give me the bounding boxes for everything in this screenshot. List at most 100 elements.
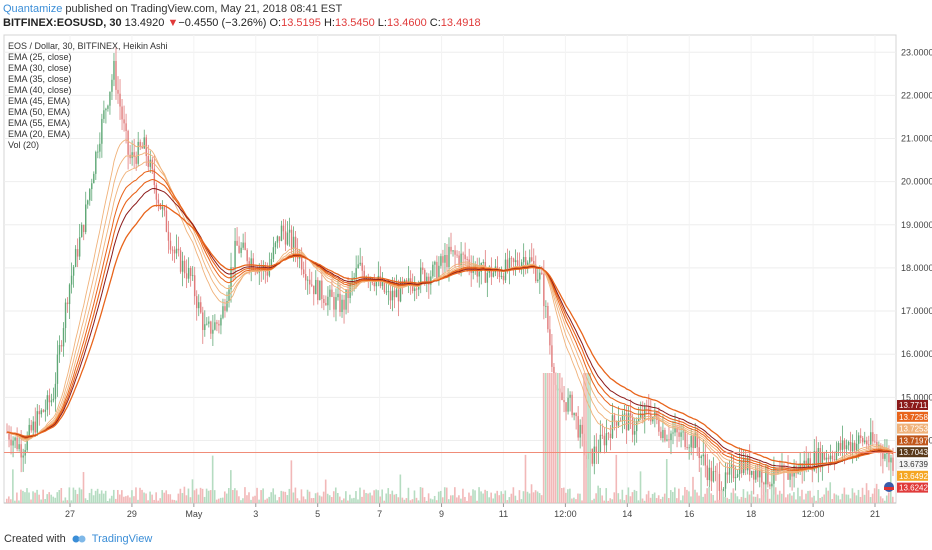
volume-bar [365,493,367,503]
legend-entry[interactable]: EMA (20, EMA) [8,129,70,139]
volume-bar [480,491,482,503]
volume-bar [92,495,95,503]
volume-bar [429,498,432,503]
legend-entry[interactable]: EMA (45, EMA) [8,96,70,106]
candle-body [696,432,698,448]
candle-body [817,447,820,469]
volume-bar [246,495,248,503]
candle-body [872,432,874,442]
candle-body [38,411,41,415]
volume-bar [623,500,626,503]
candle-body [280,225,283,241]
author-link[interactable]: Quantamize [3,3,63,15]
candle-body [163,206,166,211]
volume-bar [34,492,36,503]
x-tick-label: 14 [622,509,632,519]
candle-body [58,345,61,355]
volume-bar [197,494,200,503]
legend-entry[interactable]: EMA (40, close) [8,85,72,95]
legend-entry[interactable]: EMA (25, close) [8,52,72,62]
volume-bar [728,499,731,503]
volume-bar [657,495,660,503]
volume-bar [720,490,723,503]
volume-bar [248,492,250,503]
volume-bar [768,498,771,503]
volume-bar [425,500,428,503]
y-tick-label: 19.0000 [901,220,932,230]
volume-bar [825,487,827,503]
candle-body [189,267,192,276]
volume-bar [20,489,22,503]
volume-bar [579,493,581,503]
candle-body [751,470,753,475]
candle-body [678,432,680,437]
volume-bar [821,496,823,503]
volume-bar [532,492,535,503]
volume-bar [504,490,507,503]
price-label: 13.7043 [899,448,928,457]
candle-body [662,430,664,439]
candle-body [385,291,388,293]
volume-bar [649,497,652,503]
volume-bar [780,493,783,503]
candle-body [345,289,347,310]
volume-bar [490,492,492,503]
candle-body [381,280,384,287]
candle-body [882,453,884,459]
volume-bar [734,493,737,503]
volume-bar [835,494,838,503]
candle-body [537,279,539,282]
volume-bar [803,499,805,503]
volume-bar [195,488,198,503]
candle-body [452,250,454,252]
volume-bar [30,499,32,503]
volume-bar [611,499,614,503]
volume-bar [169,494,172,503]
volume-bar [139,487,141,503]
candle-body [395,289,398,298]
candle-body [868,444,870,446]
candle-body [250,258,252,267]
legend-entry[interactable]: EOS / Dollar, 30, BITFINEX, Heikin Ashi [8,41,168,51]
legend-entry[interactable]: EMA (30, close) [8,63,72,73]
candle-body [220,317,222,326]
candle-body [607,433,610,435]
volume-bar [891,496,894,503]
low-label: L: [377,17,387,29]
candle-body [97,151,99,153]
tradingview-link[interactable]: TradingView [91,533,153,545]
volume-bar [629,496,632,503]
candle-body [843,440,846,450]
volume-bar [871,493,874,503]
price-chart[interactable]: 23.0000 22.0000 21.0000 20.0000 19.0000 18.00… [0,33,932,528]
candle-body [357,264,359,269]
candle-body [222,306,224,318]
candle-body [183,260,186,274]
candle-body [30,424,32,431]
volume-bar [153,499,155,503]
candle-body [853,442,856,451]
x-tick-label: 9 [439,509,444,519]
legend-entry[interactable]: EMA (55, EMA) [8,118,70,128]
volume-bar [250,499,252,503]
volume-bar [506,500,509,503]
volume-bar [462,488,464,503]
volume-bar [242,498,244,503]
volume-bar [181,493,184,503]
candle-body [763,482,765,485]
volume-bar [456,497,458,503]
volume-bar [157,500,159,503]
legend-entry[interactable]: EMA (35, close) [8,74,72,84]
candle-body [543,274,545,307]
legend-entry[interactable]: EMA (50, EMA) [8,107,70,117]
legend-entry[interactable]: Vol (20) [8,140,39,150]
volume-bar [809,490,811,503]
volume-bar [445,487,448,503]
volume-bar [601,495,603,503]
volume-bar [141,489,143,503]
volume-bar [637,500,640,503]
candle-body [137,141,139,164]
candle-body [323,298,325,303]
candle-body [714,471,717,472]
candle-body [50,400,53,403]
